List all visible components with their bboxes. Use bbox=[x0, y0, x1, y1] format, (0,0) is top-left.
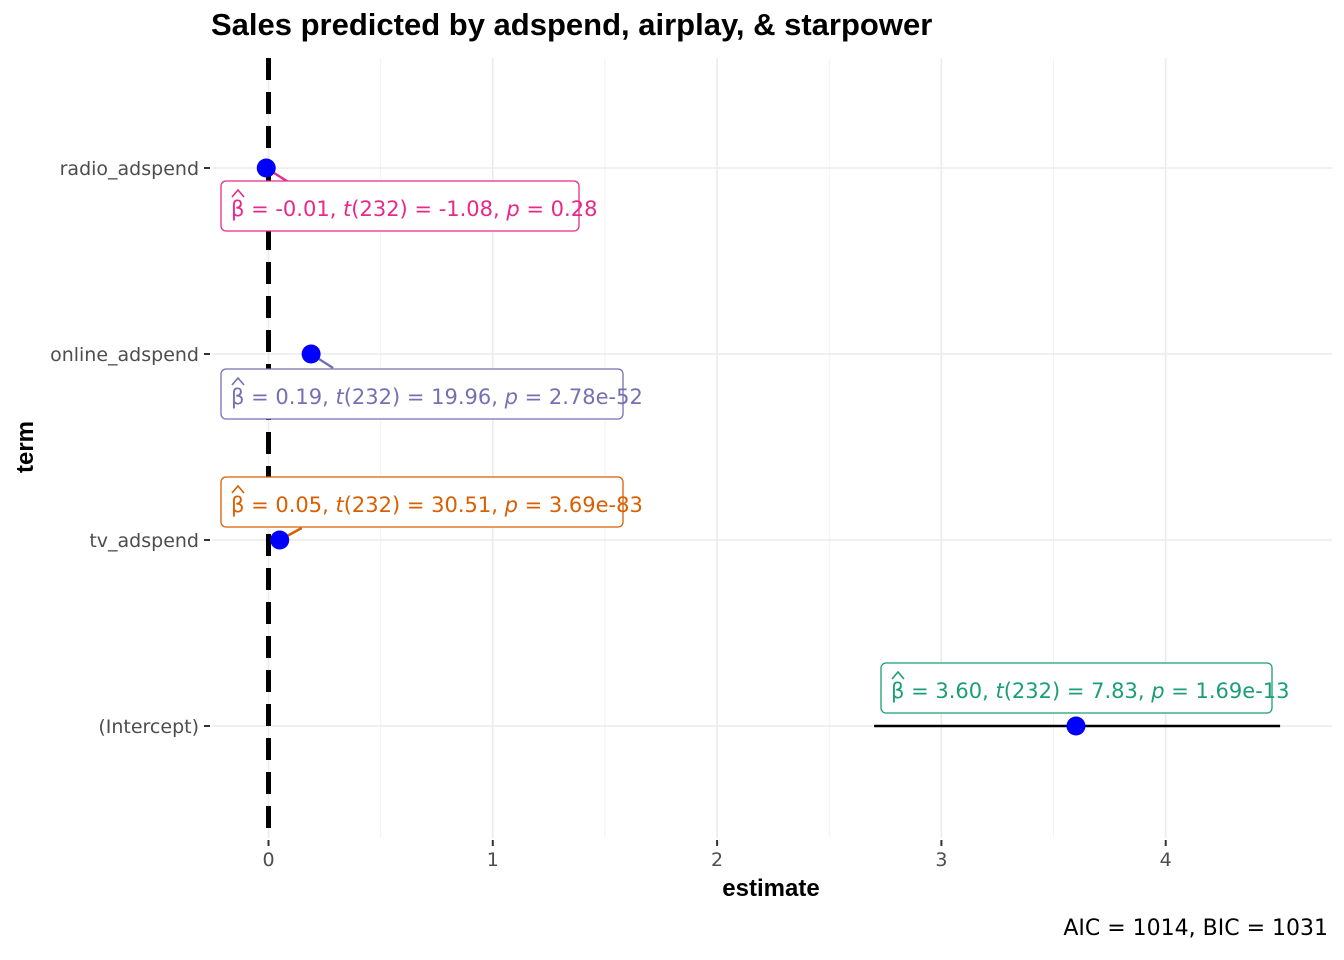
beta-hat-icon bbox=[231, 484, 245, 494]
label-text: β = 3.60, t(232) = 7.83, p = 1.69e-13 bbox=[891, 679, 1290, 703]
y-tick-label: tv_adspend bbox=[89, 530, 199, 552]
label-text: β = -0.01, t(232) = -1.08, p = 0.28 bbox=[231, 197, 597, 221]
chart-title: Sales predicted by adspend, airplay, & s… bbox=[211, 7, 932, 42]
label-text: β = 0.05, t(232) = 30.51, p = 3.69e-83 bbox=[231, 493, 643, 517]
x-tick-label: 4 bbox=[1160, 849, 1172, 871]
x-tick-label: 0 bbox=[262, 849, 274, 871]
x-tick-label: 3 bbox=[935, 849, 947, 871]
x-axis-title: estimate bbox=[722, 875, 819, 902]
x-axis: 0 1 2 3 4 bbox=[262, 840, 1172, 871]
point-radio-adspend bbox=[256, 158, 276, 178]
label-box bbox=[220, 476, 624, 528]
label-tv-adspend: β = 0.05, t(232) = 30.51, p = 3.69e-83 bbox=[220, 476, 643, 528]
y-axis: radio_adspend online_adspend tv_adspend (In… bbox=[50, 158, 210, 738]
label-box bbox=[220, 180, 580, 232]
caption: AIC = 1014, BIC = 1031 bbox=[1063, 916, 1328, 941]
y-tick-label: online_adspend bbox=[50, 344, 199, 366]
coefficient-labels: β = -0.01, t(232) = -1.08, p = 0.28 β = 0… bbox=[220, 180, 1290, 714]
y-axis-title: term bbox=[12, 421, 39, 473]
beta-hat-icon bbox=[891, 670, 905, 680]
grid-lines bbox=[212, 58, 1332, 838]
point-online-adspend bbox=[301, 344, 321, 364]
label-online-adspend: β = 0.19, t(232) = 19.96, p = 2.78e-52 bbox=[220, 368, 643, 420]
point-tv-adspend bbox=[270, 530, 290, 550]
x-tick-label: 2 bbox=[711, 849, 723, 871]
beta-hat-icon bbox=[231, 188, 245, 198]
y-tick-label: (Intercept) bbox=[98, 716, 199, 738]
point-intercept bbox=[1066, 716, 1086, 736]
label-box bbox=[880, 662, 1273, 714]
label-intercept: β = 3.60, t(232) = 7.83, p = 1.69e-13 bbox=[880, 662, 1290, 714]
label-radio-adspend: β = -0.01, t(232) = -1.08, p = 0.28 bbox=[220, 180, 597, 232]
y-tick-label: radio_adspend bbox=[60, 158, 199, 180]
label-text: β = 0.19, t(232) = 19.96, p = 2.78e-52 bbox=[231, 385, 643, 409]
label-box bbox=[220, 368, 624, 420]
data-marks bbox=[256, 158, 1281, 736]
beta-hat-icon bbox=[231, 376, 245, 386]
x-tick-label: 1 bbox=[487, 849, 499, 871]
